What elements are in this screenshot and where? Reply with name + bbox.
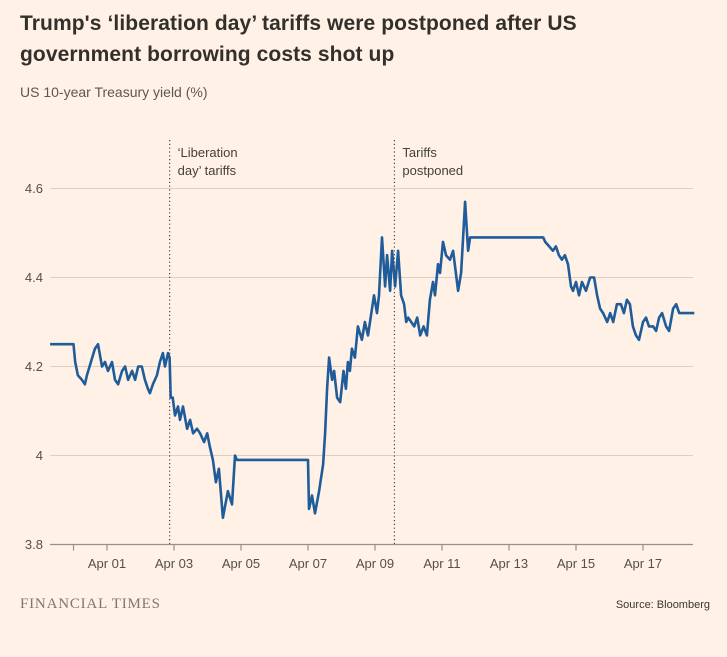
y-tick-label: 4 bbox=[36, 448, 43, 463]
chart-title: Trump's ‘liberation day’ tariffs were po… bbox=[20, 12, 577, 66]
y-tick-label: 3.8 bbox=[25, 537, 43, 552]
x-tick-label: Apr 17 bbox=[624, 556, 662, 571]
chart-subtitle: US 10-year Treasury yield (%) bbox=[20, 84, 208, 100]
x-tick-label: Apr 11 bbox=[423, 556, 460, 571]
x-tick-label: Apr 13 bbox=[490, 556, 528, 571]
x-tick-label: Apr 03 bbox=[155, 556, 193, 571]
y-tick-label: 4.4 bbox=[25, 270, 43, 285]
annotation-label-1: ‘Liberation day’ tariffs bbox=[178, 145, 238, 178]
x-tick-label: Apr 01 bbox=[88, 556, 126, 571]
x-tick-label: Apr 15 bbox=[557, 556, 595, 571]
y-tick-label: 4.6 bbox=[25, 181, 43, 196]
x-tick-label: Apr 07 bbox=[289, 556, 327, 571]
x-tick-label: Apr 09 bbox=[356, 556, 394, 571]
annotation-label-2: Tariffs postponed bbox=[402, 145, 463, 178]
x-tick-label: Apr 05 bbox=[222, 556, 260, 571]
financial-times-wordmark: FINANCIAL TIMES bbox=[20, 596, 161, 612]
y-tick-label: 4.2 bbox=[25, 359, 43, 374]
yield-series-line bbox=[50, 200, 695, 520]
source-credit: Source: Bloomberg bbox=[615, 599, 710, 611]
